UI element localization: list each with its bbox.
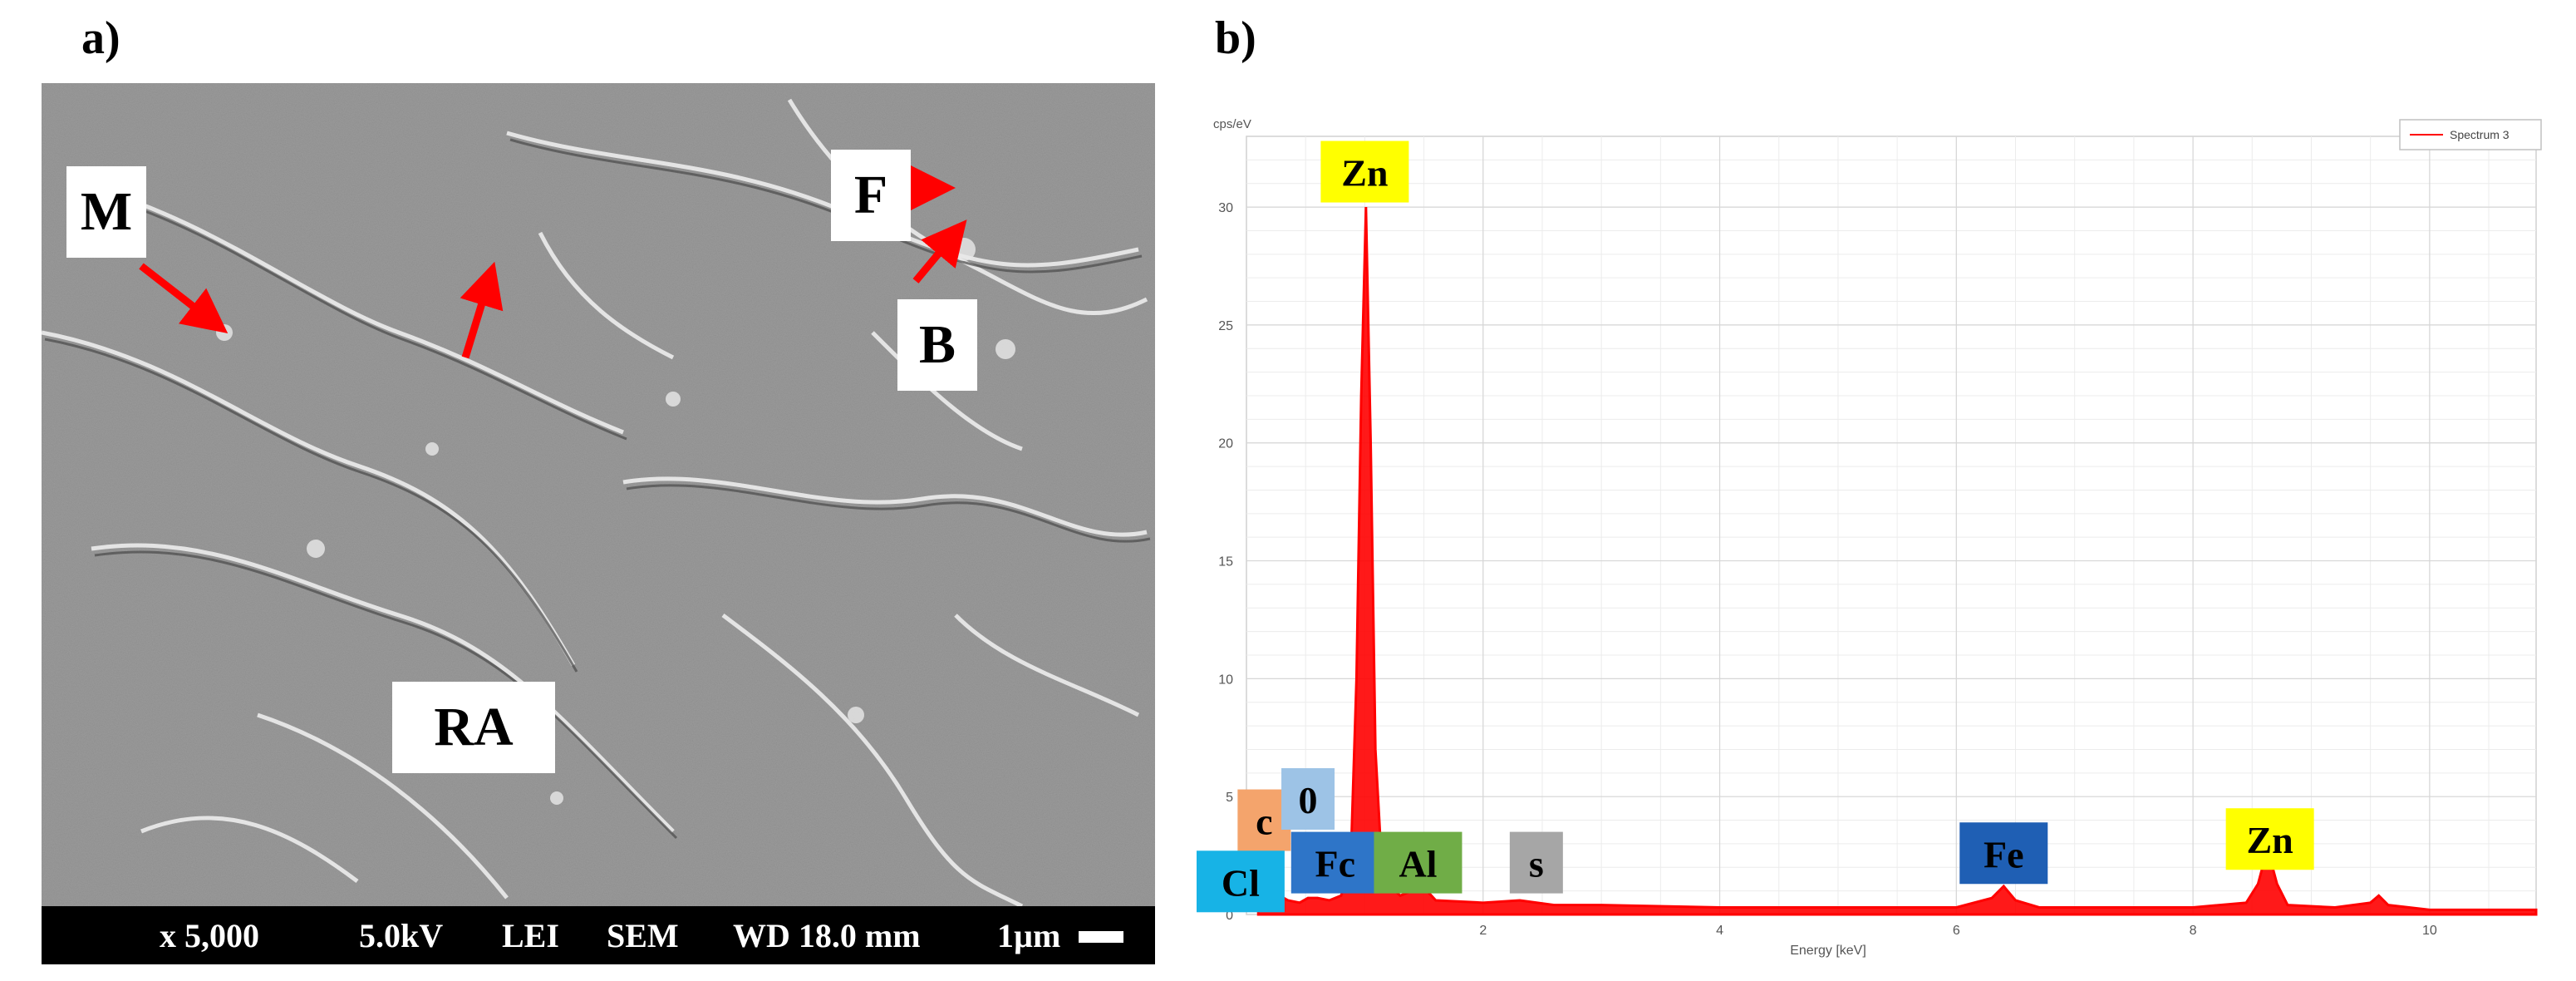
- y-tick-label: 30: [1218, 201, 1233, 215]
- callout-retained-austenite: RA: [392, 682, 555, 773]
- sem-micrograph-image: [42, 83, 1155, 906]
- element-label-box: [1320, 140, 1409, 203]
- sem-micrograph-panel: M F B RA x 5,000 5.0kV LEI SEM WD 18.0 m…: [42, 83, 1155, 964]
- callout-bainite: B: [897, 299, 977, 391]
- element-label-box: [1959, 822, 2048, 885]
- scale-bar-mark: [1079, 931, 1123, 943]
- callout-martensite: M: [66, 166, 146, 258]
- element-label: Zn: [1341, 152, 1388, 195]
- x-tick-label: 4: [1716, 924, 1723, 938]
- element-label: 0: [1299, 779, 1318, 821]
- legend-entry: Spectrum 3: [2450, 128, 2510, 141]
- arrow-RA: [460, 261, 504, 359]
- mode-text: SEM: [607, 917, 679, 954]
- element-label: Fe: [1984, 833, 2024, 875]
- element-label-box: [1509, 831, 1563, 894]
- arrow-B: [912, 219, 967, 283]
- grain-shadows: [44, 138, 1151, 840]
- magnification-text: x 5,000: [160, 917, 259, 954]
- plot-frame: [1246, 136, 2537, 915]
- element-label-box: [1197, 850, 1285, 913]
- sem-info-bar: x 5,000 5.0kV LEI SEM WD 18.0 mm 1µm: [42, 906, 1155, 964]
- x-axis-label: Energy [keV]: [1790, 944, 1866, 958]
- panel-label-b: b): [1215, 12, 1256, 64]
- x-tick-label: 8: [2190, 924, 2197, 938]
- element-label: Cl: [1222, 861, 1260, 904]
- panel-label-a: a): [81, 12, 120, 64]
- element-label-box: [1290, 831, 1379, 894]
- element-label-box: [1281, 768, 1335, 831]
- x-tick-label: 6: [1953, 924, 1960, 938]
- y-tick-label: 10: [1218, 673, 1233, 687]
- element-label: s: [1529, 843, 1544, 885]
- voltage-text: 5.0kV: [359, 917, 444, 954]
- y-tick-label: 20: [1218, 437, 1233, 451]
- element-label: Al: [1399, 843, 1437, 885]
- callout-ferrite: F: [831, 150, 911, 241]
- y-tick-label: 25: [1218, 319, 1233, 333]
- y-axis-label: cps/eV: [1213, 117, 1251, 131]
- arrow-M: [139, 263, 229, 334]
- detector-text: LEI: [502, 917, 559, 954]
- spectrum-series: [1256, 207, 2538, 916]
- y-tick-label: 15: [1218, 555, 1233, 569]
- y-tick-label: 5: [1226, 791, 1233, 805]
- scale-length-text: 1µm: [997, 917, 1061, 954]
- element-label-box: [1374, 831, 1463, 894]
- x-tick-label: 2: [1479, 924, 1487, 938]
- x-tick-label: 10: [2422, 924, 2437, 938]
- working-distance-text: WD 18.0 mm: [733, 917, 921, 954]
- element-label: Zn: [2247, 819, 2293, 861]
- element-label: c: [1256, 801, 1272, 843]
- y-tick-label: 0: [1226, 909, 1233, 923]
- element-label: Fc: [1315, 843, 1356, 885]
- chart-legend: Spectrum 3: [2399, 119, 2542, 150]
- element-label-box: [2225, 808, 2314, 870]
